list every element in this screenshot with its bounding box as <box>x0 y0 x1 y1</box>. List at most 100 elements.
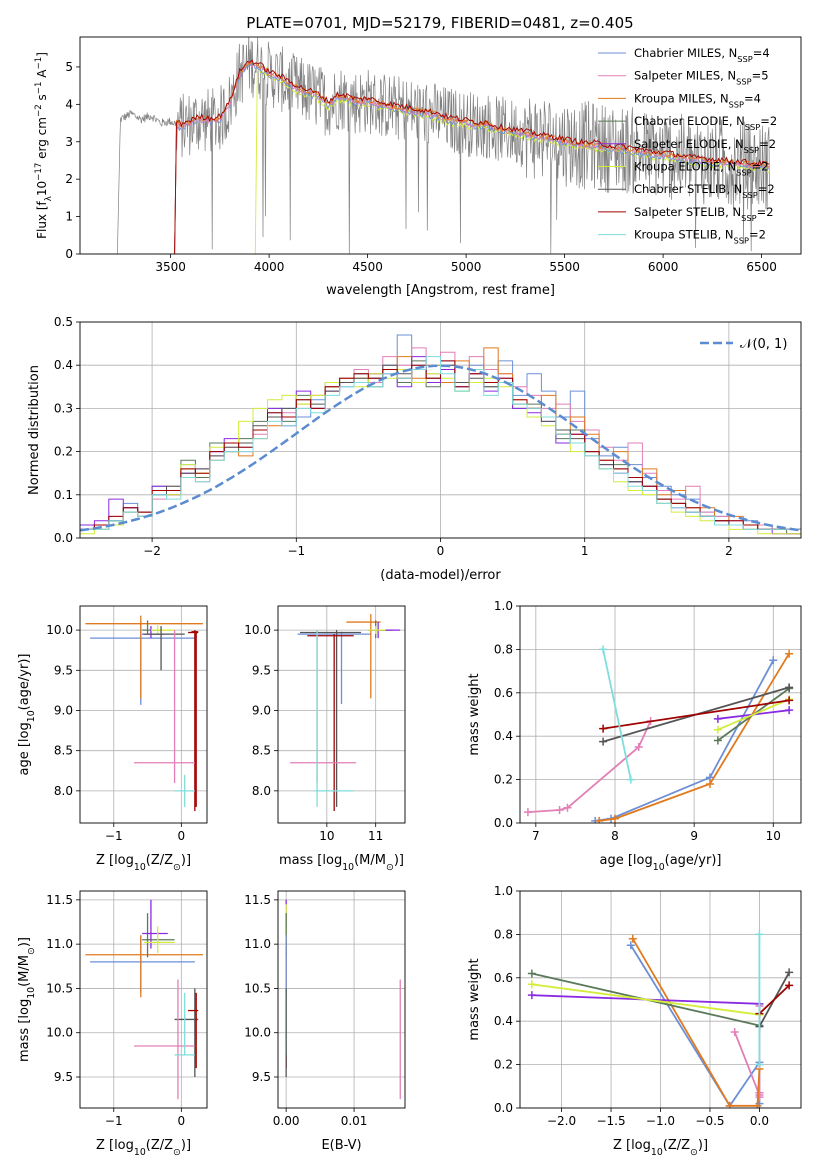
weight_vs_age-frame <box>519 605 802 824</box>
age_vs_mass-ytick-label: 8.5 <box>252 744 271 758</box>
mass_vs_Z-ytick-label: 10.5 <box>46 981 73 995</box>
legend-label-4-part: Salpeter ELODIE, N <box>634 137 744 151</box>
legend-label-6: Chabrier STELIB, NSSP=2 <box>634 182 775 200</box>
weight_vs_age-xlabel: age [log10(age/yr)] <box>600 853 722 873</box>
mass_vs_Z-ytick-label: 11.0 <box>46 937 73 951</box>
weight_vs_Z-line-kroupa-elodie <box>531 983 760 1016</box>
spectrum-ytick-label: 4 <box>65 97 73 111</box>
residuals-xlabel: (data-model)/error <box>380 568 501 583</box>
age_vs_Z-ytick-label: 8.5 <box>54 744 73 758</box>
spectrum-xtick-label: 6500 <box>746 260 777 274</box>
mass_vs_Z-plot-area <box>80 891 207 1108</box>
weight_vs_Z-xtick-label: −2.0 <box>547 1114 576 1128</box>
legend-label-5: Kroupa ELODIE, NSSP=2 <box>634 160 769 178</box>
spectrum-ylabel: Flux [fλ10−17 erg cm−2 s−1 A−1] <box>34 52 54 239</box>
age_vs_mass-frame <box>277 605 406 824</box>
residuals-ytick-label: 0.5 <box>54 315 73 329</box>
weight_vs_Z-marker <box>527 980 536 989</box>
weight_vs_Z-marker <box>725 1101 734 1108</box>
mass_vs_Z-xlabel-part: (Z/Z <box>146 1138 173 1153</box>
weight_vs_age-ytick-label: 0.6 <box>494 686 513 700</box>
legend-label-0-part: SSP <box>737 54 752 64</box>
spectrum-ylabel-part: erg cm <box>35 117 49 163</box>
weight_vs_age-marker <box>769 656 778 665</box>
figure-title: PLATE=0701, MJD=52179, FIBERID=0481, z=0… <box>246 14 633 32</box>
legend-label-3-part: SSP <box>745 122 760 132</box>
weight_vs_Z-axes: −2.0 −1.5 −1.0 −0.5 0.0 0.0 0.2 0.4 0.6 0.8 1.0 Z [… <box>467 884 802 1158</box>
weight_vs_age-marker <box>705 779 714 788</box>
weight_vs_age-xtick-label: 9 <box>690 829 698 843</box>
legend-label-8-part: =2 <box>749 228 766 242</box>
weight_vs_age-line-kroupa-miles <box>599 653 790 822</box>
mass_vs_Z-ylabel-part: mass [log <box>17 999 32 1062</box>
age_vs_Z-xlabel-part: (Z/Z <box>146 853 173 868</box>
spectrum-ylabel-part: Flux [f <box>35 200 49 238</box>
legend-label-6-part: =2 <box>758 182 775 196</box>
mass_vs_Z-ylabel-part: )] <box>17 937 32 947</box>
weight_vs_Z-xtick-label: −1.0 <box>646 1114 675 1128</box>
age_vs_mass-xlabel-part: ⊙ <box>386 862 394 873</box>
mass_vs_ebv-xtick-label: 0.00 <box>273 1114 300 1128</box>
spectrum-xtick-label: 6000 <box>648 260 679 274</box>
residuals-xtick-label: −1 <box>287 544 305 558</box>
legend-label-0: Chabrier MILES, NSSP=4 <box>634 46 770 64</box>
weight_vs_Z-marker <box>785 981 794 990</box>
residuals-ytick-label: 0.1 <box>54 488 73 502</box>
spectrum-ylabel-part: −2 <box>34 104 44 117</box>
mass_vs_ebv-frame <box>277 890 406 1109</box>
weight_vs_Z-xlabel-part: 10 <box>651 1147 663 1158</box>
residuals-ylabel: Normed distribution <box>27 365 42 495</box>
weight_vs_age-plot-area <box>520 606 801 823</box>
mass_vs_ebv-ytick-label: 10.0 <box>244 1026 271 1040</box>
weight_vs_age-marker <box>785 649 794 658</box>
weight_vs_Z-xlabel: Z [log10(Z/Z⊙)] <box>613 1138 708 1158</box>
weight_vs_Z-xtick-label: −1.5 <box>596 1114 625 1128</box>
age_vs_mass-xtick-label: 11 <box>368 829 383 843</box>
weight_vs_Z-xlabel-part: (Z/Z <box>663 1138 690 1153</box>
weight_vs_age-line-salpeter-miles <box>527 720 652 813</box>
weight_vs_age-line-salpeter-stelib <box>602 699 790 730</box>
age_vs_Z-plot-area <box>80 606 207 823</box>
hist-salpeter-stelib <box>80 360 801 530</box>
weight_vs_age-xtick-label: 7 <box>532 829 540 843</box>
mass_vs_Z-ylabel-part: (M/M <box>17 955 32 987</box>
age_vs_Z-xlabel-part: 10 <box>134 862 146 873</box>
legend-label-7: Salpeter STELIB, NSSP=2 <box>634 205 774 223</box>
age_vs_Z-xlabel-part: )] <box>181 853 191 868</box>
weight_vs_age-line-kroupa-elodie <box>717 698 790 731</box>
legend-label-2: Kroupa MILES, NSSP=4 <box>634 91 761 109</box>
gaussian-curve <box>80 364 801 532</box>
weight_vs_Z-marker <box>626 941 635 950</box>
spectrum-ylabel-part: A <box>35 69 49 82</box>
residuals-ytick-label: 0.2 <box>54 445 73 459</box>
weight_vs_Z-line-kroupa-miles <box>632 938 761 1107</box>
weight_vs_Z-xtick-label: −0.5 <box>695 1114 724 1128</box>
mass_vs_ebv-xlabel-part: E(B-V) <box>321 1138 361 1153</box>
residuals-ytick-label: 0.0 <box>54 531 73 545</box>
weight_vs_Z-plot-area <box>520 891 801 1108</box>
age_vs_mass-ytick-label: 9.5 <box>252 663 271 677</box>
weight_vs_age-marker <box>626 775 635 784</box>
residuals-ytick-label: 0.4 <box>54 358 73 372</box>
residuals-xtick-label: 0 <box>437 544 445 558</box>
legend-label-7-part: Salpeter STELIB, N <box>634 205 741 219</box>
spectrum-ytick-label: 5 <box>65 60 73 74</box>
model-spectrum-kroupa-miles <box>174 60 770 254</box>
mass_vs_ebv-ytick-label: 11.5 <box>244 893 271 907</box>
spectrum-ytick-label: 3 <box>65 135 73 149</box>
age_vs_Z-ylabel-part: (age/yr)] <box>17 654 32 711</box>
spectrum-ylabel-part: ] <box>35 52 49 57</box>
gaussian-legend-label: 𝒩(0, 1) <box>740 337 787 352</box>
weight_vs_Z-ytick-label: 0.0 <box>494 1101 513 1115</box>
age_vs_Z-ytick-label: 8.0 <box>54 784 73 798</box>
residuals-ytick-label: 0.3 <box>54 401 73 415</box>
weight_vs_Z-xtick-label: 0.0 <box>750 1114 769 1128</box>
legend-label-8-part: SSP <box>734 236 749 246</box>
weight_vs_age-marker <box>523 808 532 817</box>
spectrum-xtick-label: 4000 <box>254 260 285 274</box>
age_vs_mass-xtick-label: 10 <box>319 829 334 843</box>
mass_vs_ebv-plot-area <box>278 891 405 1108</box>
age_vs_mass-plot-area <box>278 606 405 823</box>
legend-label-4: Salpeter ELODIE, NSSP=2 <box>634 137 776 155</box>
spectrum-axes: 3500 4000 4500 5000 5500 6000 6500 0 1 2 3 4 5 wavele… <box>34 36 802 298</box>
